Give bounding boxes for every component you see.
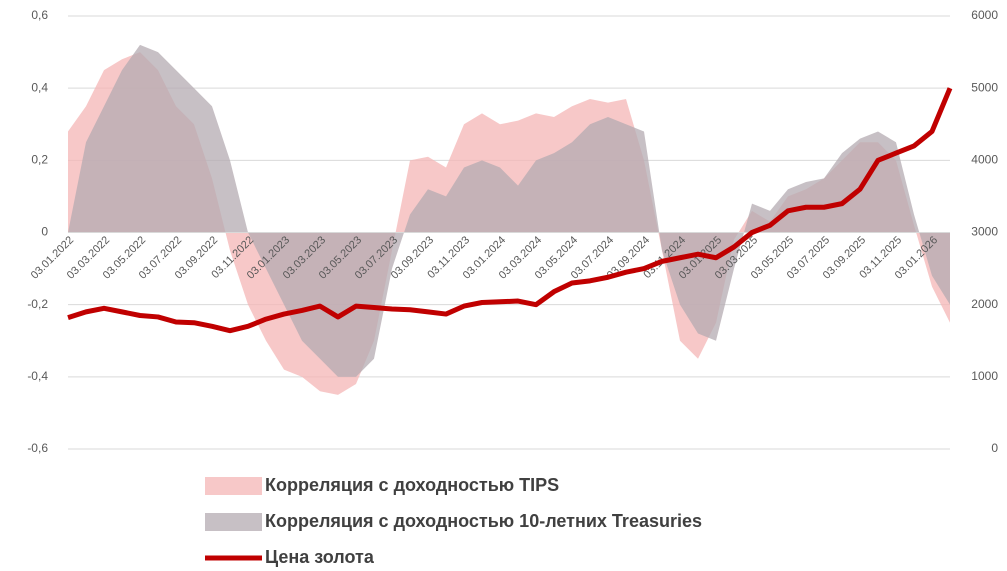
legend-label: Корреляция с доходностью TIPS — [265, 475, 559, 495]
y-tick-label: 0,2 — [31, 153, 48, 167]
legend-swatch — [205, 477, 262, 495]
y2-tick-label: 4000 — [971, 153, 998, 167]
y-tick-label: 0,4 — [31, 80, 48, 94]
y-tick-label: 0,6 — [31, 8, 48, 22]
line — [67, 87, 953, 334]
y-tick-label: -0,6 — [27, 441, 48, 455]
y-tick-label: -0,4 — [27, 369, 48, 383]
y2-tick-label: 2000 — [971, 297, 998, 311]
legend-label: Цена золота — [265, 547, 375, 567]
y2-tick-label: 3000 — [971, 225, 998, 239]
area — [68, 44, 950, 377]
y2-tick-label: 6000 — [971, 8, 998, 22]
y2-tick-label: 1000 — [971, 369, 998, 383]
y2-tick-label: 5000 — [971, 80, 998, 94]
y-tick-label: 0 — [41, 225, 48, 239]
legend-label: Корреляция с доходностью 10-летних Treas… — [265, 511, 702, 531]
legend-swatch — [205, 513, 262, 531]
y2-tick-label: 0 — [991, 441, 998, 455]
y-tick-label: -0,2 — [27, 297, 48, 311]
